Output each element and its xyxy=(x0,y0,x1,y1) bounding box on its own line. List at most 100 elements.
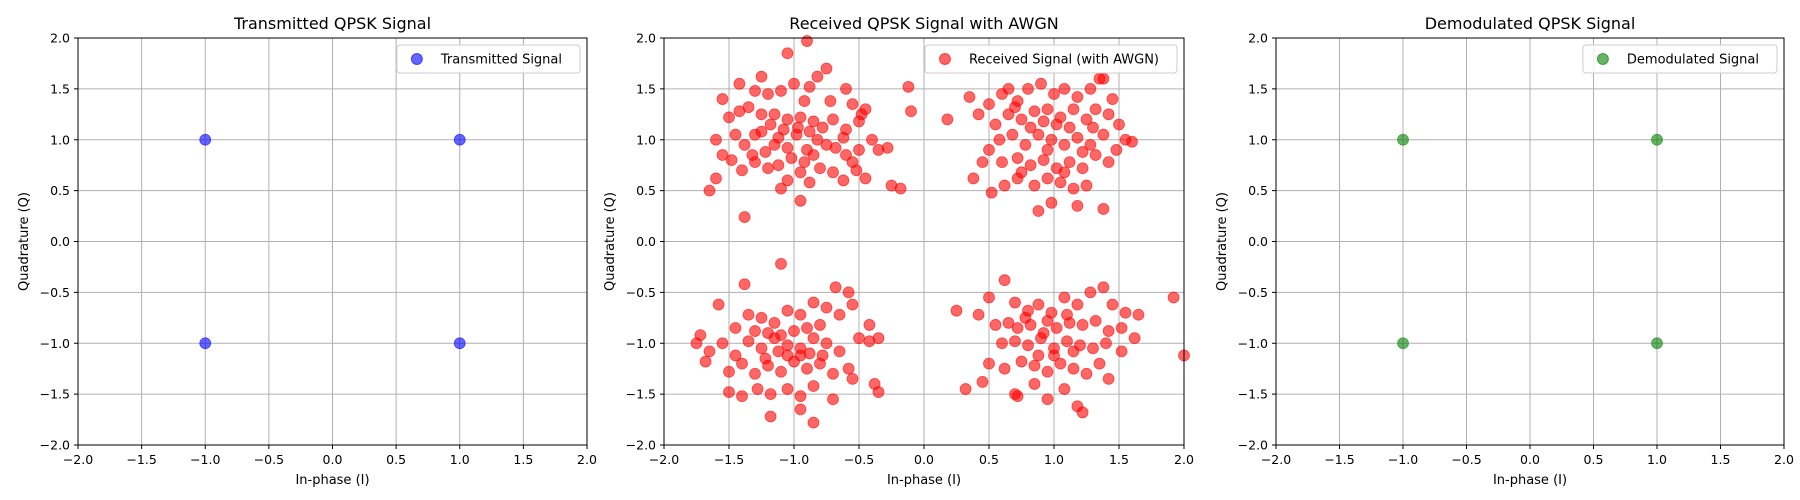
data-point xyxy=(1054,176,1067,189)
data-point xyxy=(781,141,794,154)
data-point xyxy=(1097,203,1110,215)
data-point xyxy=(772,159,785,172)
data-point xyxy=(798,95,811,107)
x-tick-label: 0.0 xyxy=(323,452,343,467)
data-point xyxy=(1028,378,1041,390)
data-point xyxy=(842,362,855,375)
data-point xyxy=(829,141,842,154)
data-point xyxy=(199,133,212,146)
x-tick-label: 0.5 xyxy=(979,452,999,467)
data-point xyxy=(827,113,839,126)
y-tick-label: −0.5 xyxy=(1238,285,1268,300)
data-point xyxy=(755,311,768,324)
data-point xyxy=(1058,166,1071,179)
data-point xyxy=(853,332,865,345)
y-tick-label: −2.0 xyxy=(40,438,70,453)
y-tick-label: −0.5 xyxy=(40,285,70,300)
data-point xyxy=(749,325,761,337)
data-point xyxy=(759,352,772,365)
legend-label: Demodulated Signal xyxy=(1627,53,1759,68)
data-point xyxy=(1041,172,1054,185)
data-point xyxy=(1076,406,1089,419)
data-point xyxy=(1067,362,1080,375)
data-point xyxy=(710,172,722,185)
data-point xyxy=(788,325,800,337)
data-point xyxy=(816,121,829,134)
x-tick-label: −1.0 xyxy=(190,452,220,467)
data-point xyxy=(1019,138,1032,151)
data-point xyxy=(1035,332,1047,345)
data-point xyxy=(1035,77,1047,90)
data-point xyxy=(775,85,787,97)
data-point xyxy=(1397,337,1409,350)
y-tick-label: −2.0 xyxy=(1238,438,1268,453)
data-point xyxy=(989,319,1002,331)
data-point xyxy=(1089,103,1102,116)
data-point xyxy=(1089,149,1102,161)
data-point xyxy=(794,403,807,416)
x-axis-label: In-phase (I) xyxy=(295,473,369,488)
data-point xyxy=(998,179,1011,192)
data-point xyxy=(1071,91,1084,103)
data-point xyxy=(1058,291,1071,304)
data-point xyxy=(1048,349,1060,362)
data-point xyxy=(1100,337,1112,350)
data-point xyxy=(824,95,837,107)
data-point xyxy=(755,108,768,121)
data-point xyxy=(801,35,813,47)
data-point xyxy=(963,91,976,103)
data-point xyxy=(729,349,742,362)
data-point xyxy=(863,335,876,348)
y-axis-label: Quadrature (Q) xyxy=(17,192,32,291)
data-point xyxy=(1061,335,1073,348)
data-point xyxy=(1022,82,1034,95)
data-point xyxy=(716,93,729,105)
data-point xyxy=(775,329,787,342)
data-point xyxy=(794,111,807,124)
data-point xyxy=(690,337,703,350)
data-point xyxy=(807,149,820,161)
x-tick-label: 0.0 xyxy=(1520,452,1540,467)
data-point xyxy=(1076,162,1089,175)
data-point xyxy=(729,322,742,334)
y-tick-label: 2.0 xyxy=(1248,31,1268,46)
x-tick-label: −0.5 xyxy=(844,452,874,467)
data-point xyxy=(736,357,748,370)
data-point xyxy=(1071,131,1084,144)
data-point xyxy=(1651,337,1663,350)
y-tick-label: 2.0 xyxy=(50,31,70,46)
y-axis-label: Quadrature (Q) xyxy=(603,192,618,291)
data-point xyxy=(1002,316,1015,329)
data-point xyxy=(699,355,712,368)
data-point xyxy=(723,386,735,398)
y-tick-label: 1.5 xyxy=(636,81,656,96)
y-tick-label: −1.5 xyxy=(626,387,656,402)
data-point xyxy=(1132,308,1145,321)
data-point xyxy=(1058,138,1071,151)
x-tick-label: 1.0 xyxy=(1044,452,1064,467)
data-point xyxy=(833,308,846,321)
data-point xyxy=(1106,298,1119,311)
legend-box xyxy=(1582,44,1778,74)
data-point xyxy=(833,345,846,358)
data-point xyxy=(1022,339,1034,352)
data-point xyxy=(881,141,894,154)
data-point xyxy=(775,182,787,195)
data-point xyxy=(768,108,781,121)
data-point xyxy=(794,194,807,207)
legend-label: Received Signal (with AWGN) xyxy=(969,53,1159,68)
data-point xyxy=(840,82,852,95)
x-tick-label: −2.0 xyxy=(649,452,679,467)
data-point xyxy=(950,304,963,317)
data-point xyxy=(755,125,768,138)
data-point xyxy=(751,383,764,395)
data-point xyxy=(742,101,755,114)
y-tick-label: −1.5 xyxy=(1238,387,1268,402)
data-point xyxy=(803,80,816,93)
data-point xyxy=(1167,291,1180,304)
data-point xyxy=(1076,146,1089,158)
x-tick-label: 1.5 xyxy=(513,452,533,467)
data-point xyxy=(716,149,729,161)
data-point xyxy=(723,111,735,124)
x-tick-label: −1.5 xyxy=(1324,452,1354,467)
